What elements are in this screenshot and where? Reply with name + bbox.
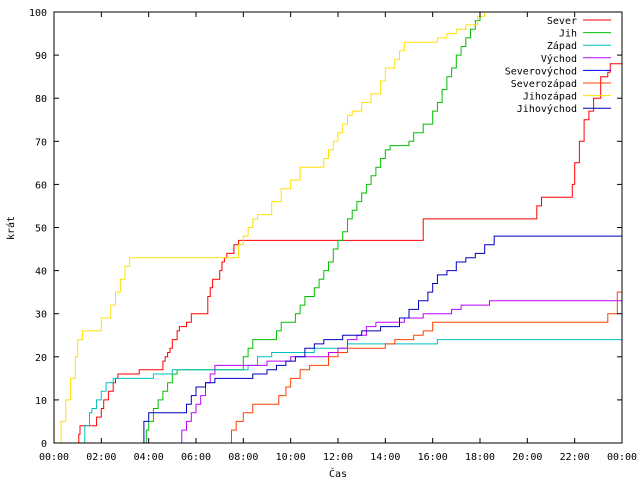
y-tick-label: 60	[35, 180, 47, 191]
legend-label-severovychod: Severovýchod	[505, 65, 577, 77]
x-tick-label: 04:00	[134, 452, 164, 463]
legend-label-vychod: Východ	[541, 53, 577, 65]
series-line-severozapad	[226, 257, 623, 444]
y-tick-label: 40	[35, 267, 47, 278]
x-tick-label: 18:00	[465, 452, 495, 463]
legend-label-severozapad: Severozápad	[511, 78, 577, 90]
y-tick-label: 70	[35, 137, 47, 148]
series-line-zapad	[80, 339, 622, 444]
x-tick-label: 06:00	[181, 452, 211, 463]
y-tick-label: 0	[41, 439, 47, 450]
legend-label-jihozapad: Jihozápad	[523, 91, 577, 103]
x-tick-label: 12:00	[323, 452, 353, 463]
x-tick-label: 16:00	[418, 452, 448, 463]
y-tick-label: 100	[29, 8, 47, 19]
y-tick-label: 20	[35, 353, 47, 364]
x-tick-label: 00:00	[607, 452, 637, 463]
series-line-sever	[76, 63, 622, 444]
ticks-layer: 00:00 02:00 04:00 06:00 08:00 10:00 12:00 14:00…	[29, 8, 637, 463]
x-tick-label: 08:00	[228, 452, 258, 463]
x-axis-title: Čas	[329, 467, 347, 480]
y-tick-label: 50	[35, 224, 47, 235]
y-tick-label: 90	[35, 51, 47, 62]
x-tick-label: 20:00	[512, 452, 542, 463]
series-line-jihozapad	[55, 12, 486, 444]
y-tick-label: 30	[35, 310, 47, 321]
y-axis-title: krát	[5, 216, 17, 240]
legend-label-zapad: Západ	[547, 40, 577, 52]
legend: Sever JihZápadVýchodSeverovýchodSeverozáp…	[505, 16, 611, 115]
legend-label-sever: Sever	[547, 16, 577, 27]
x-tick-label: 14:00	[370, 452, 400, 463]
y-tick-label: 10	[35, 396, 47, 407]
x-tick-label: 10:00	[276, 452, 306, 463]
x-tick-label: 02:00	[86, 452, 116, 463]
series-line-jihovychod	[139, 235, 622, 444]
series-line-jih	[142, 11, 485, 444]
x-tick-label: 22:00	[560, 452, 590, 463]
y-tick-label: 80	[35, 94, 47, 105]
series-line-vychod	[177, 300, 622, 444]
x-tick-label: 00:00	[39, 452, 69, 463]
legend-label-jih: Jih	[559, 29, 577, 40]
legend-label-jihovychod: Jihovýchod	[517, 103, 577, 115]
